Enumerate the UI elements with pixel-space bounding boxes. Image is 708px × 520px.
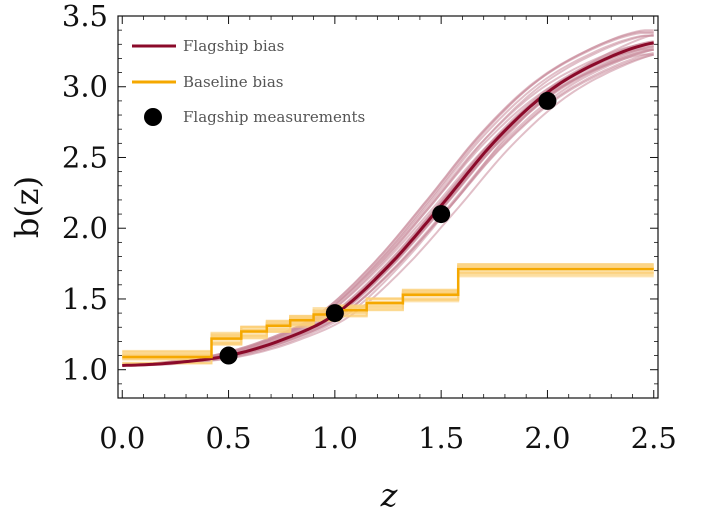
measurement-point — [432, 205, 451, 224]
x-tick-label: 0.0 — [99, 421, 145, 455]
legend-label-flagship-bias: Flagship bias — [183, 37, 284, 55]
model-lines — [122, 41, 654, 367]
baseline-bias-realization — [122, 267, 654, 358]
flagship-bias-realization — [122, 45, 654, 367]
flagship-bias-realization — [122, 46, 654, 367]
y-axis-label: b(z) — [8, 176, 46, 238]
y-tick-labels: 1.0 1.5 2.0 2.5 3.0 3.5 — [62, 0, 108, 387]
flagship-bias-realization — [122, 48, 654, 367]
measurement-point — [219, 346, 238, 365]
baseline-bias-realization — [122, 267, 654, 360]
flagship-bias-line — [122, 41, 654, 367]
baseline-bias-realization — [122, 266, 654, 357]
flagship-bias-realization — [122, 51, 654, 367]
x-tick-label: 0.5 — [205, 421, 251, 455]
y-tick-label: 1.5 — [62, 282, 108, 316]
legend-label-baseline-bias: Baseline bias — [183, 73, 283, 91]
baseline-bias-line — [122, 268, 654, 359]
baseline-bias-realization — [122, 266, 654, 357]
baseline-bias-realization — [122, 267, 654, 357]
x-tick-label: 2.0 — [524, 421, 570, 455]
y-tick-label: 1.0 — [62, 353, 108, 387]
y-tick-label: 2.0 — [62, 211, 108, 245]
baseline-bias-realization — [122, 271, 654, 361]
legend: Flagship bias Baseline bias Flagship mea… — [132, 37, 365, 126]
y-tick-label: 3.0 — [62, 70, 108, 104]
flagship-bias-realization — [122, 48, 654, 367]
baseline-bias-realization — [122, 273, 654, 364]
baseline-bias-realization — [122, 267, 654, 359]
legend-marker-flagship-measurements — [144, 108, 162, 126]
flagship-bias-realization — [122, 44, 654, 367]
x-tick-label: 1.0 — [312, 421, 358, 455]
x-tick-label: 2.5 — [631, 421, 677, 455]
flagship-bias-realization — [122, 53, 654, 367]
x-axis-label: z — [380, 476, 399, 514]
axis-ticks — [118, 15, 658, 399]
y-tick-label: 2.5 — [62, 140, 108, 174]
y-tick-label: 3.5 — [62, 0, 108, 33]
flagship-bias-realization — [122, 53, 654, 367]
plot-frame — [117, 15, 659, 399]
flagship-bias-realization — [122, 53, 654, 367]
baseline-bias-realization — [122, 271, 654, 361]
legend-label-flagship-measurements: Flagship measurements — [183, 108, 365, 126]
measurement-point — [325, 304, 344, 323]
x-tick-label: 1.5 — [418, 421, 464, 455]
x-tick-labels: 0.0 0.5 1.0 1.5 2.0 2.5 — [99, 421, 677, 455]
baseline-bias-realization — [122, 267, 654, 356]
flagship-bias-realization — [122, 48, 654, 367]
measurement-point — [538, 91, 557, 110]
flagship-bias-realization — [122, 48, 654, 367]
measurement-points — [219, 91, 557, 365]
